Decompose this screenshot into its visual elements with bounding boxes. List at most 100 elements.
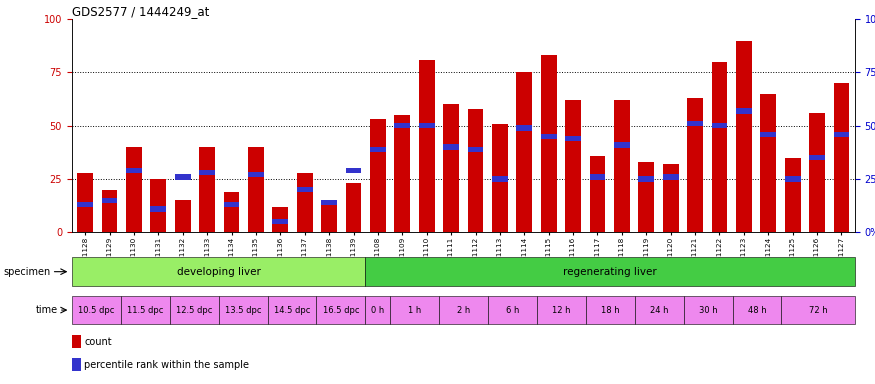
Text: developing liver: developing liver [177, 266, 261, 277]
Bar [639, 176, 654, 182]
Bar [268, 296, 317, 324]
Bar [248, 147, 264, 232]
Bar [662, 164, 679, 232]
Bar [492, 124, 508, 232]
Text: 72 h: 72 h [808, 306, 828, 314]
Bar [785, 176, 801, 182]
Bar [565, 100, 581, 232]
Bar [370, 119, 386, 232]
Text: 24 h: 24 h [650, 306, 668, 314]
Bar [662, 174, 679, 180]
Bar [541, 134, 556, 139]
Bar [248, 172, 264, 177]
Bar [419, 123, 435, 128]
Bar [732, 296, 781, 324]
Bar [102, 190, 117, 232]
Bar [224, 202, 240, 207]
Bar [297, 187, 312, 192]
Bar [200, 147, 215, 232]
Bar [760, 94, 776, 232]
Bar [366, 257, 855, 286]
Text: percentile rank within the sample: percentile rank within the sample [84, 360, 249, 370]
Bar [102, 198, 117, 203]
Text: 11.5 dpc: 11.5 dpc [127, 306, 164, 314]
Text: 12.5 dpc: 12.5 dpc [176, 306, 213, 314]
Text: 18 h: 18 h [601, 306, 619, 314]
Text: 13.5 dpc: 13.5 dpc [225, 306, 262, 314]
Bar [536, 296, 585, 324]
Bar [443, 144, 459, 150]
Bar [687, 121, 703, 126]
Bar [395, 115, 410, 232]
Bar [590, 156, 605, 232]
Text: 12 h: 12 h [552, 306, 570, 314]
Bar [366, 296, 390, 324]
Bar [467, 147, 484, 152]
Text: 1 h: 1 h [408, 306, 421, 314]
Bar [72, 296, 121, 324]
Text: 16.5 dpc: 16.5 dpc [323, 306, 360, 314]
Text: specimen: specimen [3, 266, 50, 277]
Bar [175, 174, 191, 180]
Bar [834, 132, 850, 137]
Bar [77, 173, 93, 232]
Bar [150, 206, 166, 212]
Text: 14.5 dpc: 14.5 dpc [274, 306, 311, 314]
Bar [687, 98, 703, 232]
Bar [224, 192, 240, 232]
Bar [121, 296, 170, 324]
Bar [683, 296, 732, 324]
Bar [443, 104, 459, 232]
Text: 30 h: 30 h [699, 306, 717, 314]
Bar [809, 113, 825, 232]
Bar [590, 174, 605, 180]
Bar [346, 183, 361, 232]
Bar [785, 158, 801, 232]
Bar [317, 296, 366, 324]
Text: regenerating liver: regenerating liver [564, 266, 657, 277]
Bar [467, 109, 484, 232]
Bar [614, 142, 630, 147]
Bar [419, 60, 435, 232]
Bar [72, 335, 81, 348]
Bar [370, 147, 386, 152]
Bar [760, 132, 776, 137]
Text: count: count [84, 337, 112, 348]
Bar [175, 200, 191, 232]
Bar [736, 41, 752, 232]
Bar [711, 62, 727, 232]
Bar [272, 207, 288, 232]
Text: 2 h: 2 h [457, 306, 470, 314]
Bar [170, 296, 219, 324]
Bar [634, 296, 683, 324]
Bar [492, 176, 508, 182]
Bar [126, 147, 142, 232]
Bar [219, 296, 268, 324]
Bar [77, 202, 93, 207]
Bar [565, 136, 581, 141]
Text: GDS2577 / 1444249_at: GDS2577 / 1444249_at [72, 5, 209, 18]
Bar [639, 162, 654, 232]
Bar [297, 173, 312, 232]
Bar [72, 257, 366, 286]
Bar [150, 179, 166, 232]
Bar [516, 73, 532, 232]
Bar [321, 200, 337, 205]
Bar [781, 296, 855, 324]
Text: 48 h: 48 h [747, 306, 766, 314]
Bar [834, 83, 850, 232]
Bar [126, 168, 142, 173]
Bar [585, 296, 634, 324]
Bar [272, 219, 288, 224]
Bar [390, 296, 439, 324]
Bar [395, 123, 410, 128]
Bar [541, 55, 556, 232]
Bar [200, 170, 215, 175]
Bar [614, 100, 630, 232]
Text: time: time [35, 305, 58, 315]
Bar [736, 108, 752, 114]
Text: 10.5 dpc: 10.5 dpc [78, 306, 115, 314]
Text: 0 h: 0 h [371, 306, 384, 314]
Bar [72, 358, 81, 371]
Bar [516, 125, 532, 131]
